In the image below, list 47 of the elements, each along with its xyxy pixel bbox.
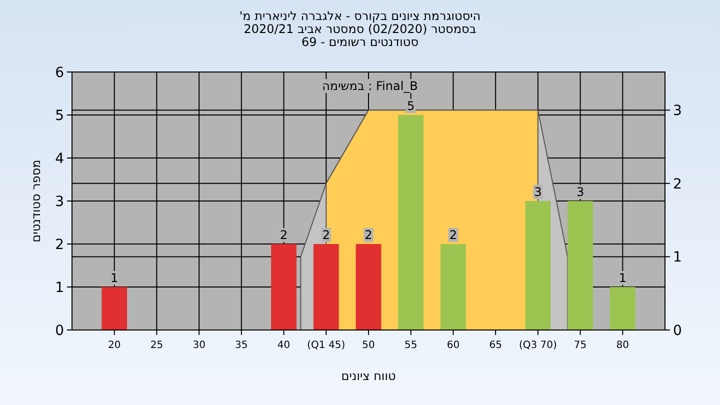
x-tick-label: 50 — [362, 340, 375, 351]
x-tick-label: 55 — [404, 340, 418, 351]
y2-tick-label: 0 — [673, 323, 682, 339]
y2-tick-label: 2 — [673, 176, 682, 192]
data-label: 1 — [110, 271, 118, 285]
y-tick-label: 4 — [55, 151, 64, 167]
y-tick-label: 5 — [55, 108, 64, 124]
x-tick-label: 60 — [446, 340, 460, 351]
x-tick-label: 35 — [235, 340, 248, 351]
bar — [610, 287, 636, 330]
data-label: 2 — [364, 228, 372, 242]
chart-title: היסטוגרמת ציונים בקורס - אלגברה ליניארית מ' — [239, 9, 481, 23]
bar — [271, 244, 296, 330]
y-axis-title: מספר סטודנטים — [29, 160, 43, 242]
x-tick-label: 65 — [489, 340, 502, 351]
data-label: 5 — [407, 99, 415, 113]
data-label: 2 — [449, 228, 458, 242]
data-label: 1 — [618, 271, 626, 285]
y-tick-label: 0 — [55, 323, 64, 339]
bar — [398, 115, 424, 330]
data-label: 2 — [280, 228, 288, 242]
data-label: 2 — [322, 228, 330, 242]
x-tick-label: 30 — [192, 340, 206, 351]
y2-tick-label: 1 — [673, 250, 682, 266]
bar — [356, 244, 382, 330]
annotation: במשימה : Final_B — [322, 79, 418, 93]
x-tick-label: 75 — [574, 340, 587, 351]
data-label: 3 — [576, 185, 584, 199]
bar — [525, 201, 551, 330]
y-tick-label: 3 — [55, 194, 64, 210]
y2-tick-label: 3 — [673, 103, 682, 120]
bar — [313, 244, 339, 330]
x-tick-label: 40 — [277, 340, 290, 351]
chart-subtitle: בסמסטר (02/2020) סמסטר אביב 2020/21 סטודנטים רשומים - 69 — [244, 22, 476, 49]
x-tick-label: (Q1 45) — [307, 340, 346, 351]
y-tick-label: 1 — [55, 280, 64, 296]
bar — [568, 201, 593, 330]
data-label: 3 — [534, 185, 542, 199]
y-tick-label: 2 — [55, 237, 64, 253]
x-axis-title: טווח ציונים — [341, 369, 396, 383]
x-tick-label: 25 — [150, 340, 164, 351]
bar — [440, 244, 466, 330]
x-tick-label: 80 — [616, 340, 630, 351]
bar — [102, 287, 128, 330]
y-tick-label: 6 — [55, 65, 64, 81]
x-tick-label: 20 — [108, 340, 121, 351]
x-tick-label: (Q3 70) — [518, 340, 557, 351]
